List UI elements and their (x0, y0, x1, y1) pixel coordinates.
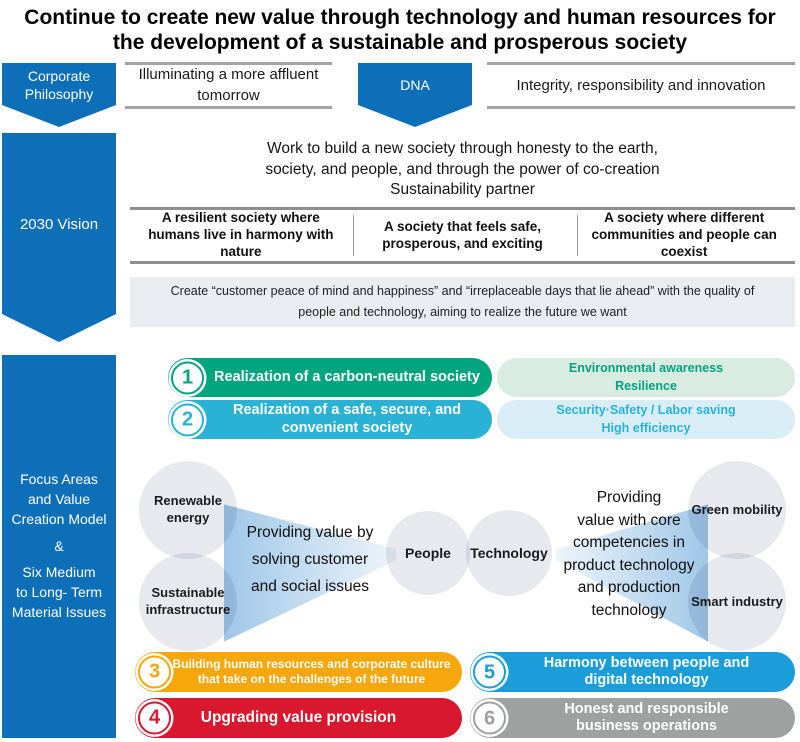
issue-5-number: 5 (473, 655, 506, 689)
issue-6-number: 6 (473, 701, 506, 735)
focus-label-line: Focus Areas (20, 470, 98, 487)
circle-technology-label: Technology (470, 544, 548, 561)
issue-2-tags: Security·Safety / Labor saving High effi… (497, 400, 795, 439)
right-funnel-caption: Providing value with core competencies i… (551, 487, 707, 622)
issue-1-label: Realization of a carbon-neutral society (214, 368, 480, 385)
right-funnel-caption-line: product technology (563, 556, 695, 574)
issue-5-pill: 5 Harmony between people and digital tec… (470, 652, 795, 692)
left-funnel-caption-line: solving customer (251, 551, 369, 568)
issue-3-number: 3 (138, 655, 171, 689)
focus-label-line: and Value (27, 490, 90, 507)
vision-mission-box: Create “customer peace of mind and happi… (130, 277, 795, 327)
philosophy-slogan: Illuminating a more affluent tomorrow (125, 62, 332, 109)
focus-label-line: Material Issues (11, 604, 107, 621)
page-title: Continue to create new value through tec… (0, 5, 800, 55)
issue-2-tag: Security·Safety / Labor saving (556, 403, 736, 417)
left-funnel-caption-line: Providing value by (246, 524, 374, 541)
dna-label: DNA (400, 77, 430, 93)
circle-people: People (386, 511, 470, 595)
vision-label: 2030 Vision (19, 216, 99, 233)
issue-1-number: 1 (171, 361, 204, 394)
issue-2-tag: High efficiency (601, 420, 691, 435)
circle-green-mobility-label: Green mobility (691, 501, 783, 517)
right-funnel-caption-line: and production (577, 579, 681, 596)
circle-smart-industry: Smart industry (688, 553, 786, 651)
issue-4-label: Upgrading value provision (200, 709, 397, 726)
issue-6-pill: 6 Honest and responsible business operat… (470, 698, 795, 738)
right-funnel-caption-line: value with core (577, 511, 681, 529)
vision-statement: Work to build a new society through hone… (130, 139, 795, 201)
vision-mission-text: Create “customer peace of mind and happi… (170, 284, 755, 319)
pillar-divider (577, 215, 578, 256)
left-funnel-caption-line: and social issues (250, 578, 370, 595)
issue-4-pill: 4 Upgrading value provision (135, 698, 462, 738)
vision-pillar-1: A resilient society where humans live in… (148, 210, 334, 259)
issue-2-label: Realization of a safe, secure, and conve… (232, 402, 462, 436)
circle-green-mobility: Green mobility (688, 461, 786, 559)
circle-renewable-energy-label: Renewable energy (154, 493, 222, 525)
vision-pillar-3: A society where different communities an… (591, 210, 777, 259)
right-funnel-caption-line: technology (591, 601, 667, 619)
issue-1-tag: Resilience (615, 378, 677, 393)
issue-1-pill: 1 Realization of a carbon-neutral societ… (168, 358, 492, 397)
vision-banner: 2030 Vision (2, 133, 116, 342)
pillar-divider (353, 215, 354, 256)
issue-4-number: 4 (138, 701, 171, 735)
focus-areas-banner: Focus Areas and Value Creation Model & S… (2, 355, 116, 738)
issue-2-pill: 2 Realization of a safe, secure, and con… (168, 400, 492, 439)
issue-1-tags: Environmental awareness Resilience (497, 358, 795, 397)
page-title-line2: the development of a sustainable and pro… (112, 31, 688, 54)
circle-renewable-energy: Renewable energy (139, 461, 237, 559)
dna-banner: DNA (358, 63, 472, 127)
circle-technology: Technology (466, 510, 552, 596)
page-title-line1: Continue to create new value through tec… (24, 6, 776, 29)
vision-statement-line2: society, and people, and through the pow… (265, 160, 660, 178)
vision-pillars: A resilient society where humans live in… (130, 207, 795, 264)
issue-6-label: Honest and responsible business operatio… (564, 700, 729, 734)
vision-statement-line1: Work to build a new society through hone… (267, 140, 658, 157)
corporate-philosophy-banner: Corporate Philosophy (2, 63, 116, 127)
focus-label-line: Six Medium (22, 564, 96, 581)
dna-values: Integrity, responsibility and innovation (487, 62, 795, 109)
vision-statement-line3: Sustainability partner (390, 181, 535, 198)
focus-label-line: to Long- Term (15, 584, 103, 601)
issue-1-tag: Environmental awareness (568, 361, 724, 375)
circle-people-label: People (405, 544, 451, 561)
right-funnel-caption-line: Providing (596, 489, 662, 506)
vision-pillar-2: A society that feels safe, prosperous, a… (382, 218, 543, 251)
focus-label-line: Creation Model (11, 510, 107, 527)
issue-3-pill: 3 Building human resources and corporate… (135, 652, 462, 692)
issue-2-number: 2 (171, 403, 204, 436)
left-funnel-caption: Providing value by solving customer and … (232, 519, 388, 600)
focus-label-ampersand: & (54, 537, 64, 554)
issue-3-label: Building human resources and corporate c… (172, 657, 451, 686)
corporate-philosophy-label: Corporate Philosophy (24, 67, 94, 102)
circle-smart-industry-label: Smart industry (691, 593, 783, 609)
circle-sustainable-infrastructure-label: Sustainable infrastructure (145, 585, 231, 617)
philosophy-slogan-text: Illuminating a more affluent tomorrow (138, 66, 319, 104)
issue-5-label: Harmony between people and digital techn… (543, 654, 750, 688)
dna-values-text: Integrity, responsibility and innovation (516, 77, 766, 94)
circle-sustainable-infrastructure: Sustainable infrastructure (139, 553, 237, 651)
right-funnel-caption-line: competencies in (572, 534, 685, 551)
